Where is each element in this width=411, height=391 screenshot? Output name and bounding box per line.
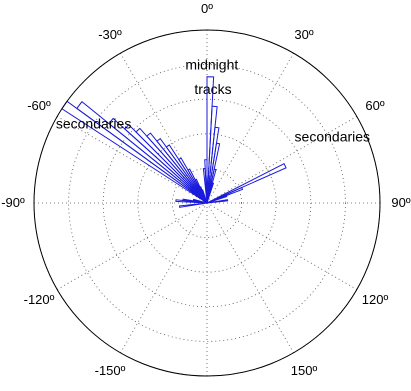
angle-tick-label: 90º bbox=[391, 195, 410, 210]
angle-tick-label: 60º bbox=[365, 98, 384, 113]
histogram-bar bbox=[175, 199, 208, 204]
grid-ring bbox=[137, 133, 277, 273]
chart-annotation: secondaries bbox=[295, 128, 371, 144]
annotations: midnight tracks secondaries secondaries bbox=[56, 57, 370, 145]
histogram-bar bbox=[76, 101, 208, 204]
angle-tick-label: 0º bbox=[201, 1, 213, 16]
histogram-bar bbox=[192, 198, 208, 204]
chart-annotation: secondaries bbox=[56, 116, 132, 132]
chart-annotation: midnight bbox=[185, 57, 238, 73]
grid-spoke bbox=[206, 202, 358, 290]
angle-tick-label: -150º bbox=[95, 363, 126, 378]
angle-tick-label: -90º bbox=[1, 195, 25, 210]
histogram-bar bbox=[206, 194, 228, 204]
angle-tick-label: -120º bbox=[24, 292, 55, 307]
angle-tick-label: -60º bbox=[27, 98, 51, 113]
histogram-bars bbox=[61, 76, 287, 208]
histogram-bar bbox=[178, 202, 208, 208]
histogram-bar bbox=[124, 124, 208, 204]
angle-tick-label: 30º bbox=[294, 27, 313, 42]
histogram-bar bbox=[206, 76, 215, 204]
histogram-bar bbox=[187, 168, 208, 204]
histogram-bar bbox=[146, 132, 208, 204]
histogram-bar bbox=[201, 189, 208, 204]
grid-spoke bbox=[56, 116, 208, 204]
histogram-bar bbox=[206, 142, 221, 204]
chart-annotation: tracks bbox=[194, 81, 231, 97]
outer-circle bbox=[33, 29, 381, 377]
histogram-bar bbox=[135, 127, 208, 204]
grid-spoke bbox=[206, 52, 294, 204]
histogram-bar bbox=[206, 105, 218, 204]
angle-tick-label: -30º bbox=[98, 27, 122, 42]
histogram-bar bbox=[206, 163, 287, 204]
angle-tick-label: 120º bbox=[362, 292, 389, 307]
histogram-bar bbox=[182, 198, 208, 204]
histogram-bar bbox=[108, 117, 208, 204]
histogram-bar bbox=[156, 137, 208, 204]
grid-spoke bbox=[206, 202, 294, 354]
grid-spoke bbox=[56, 202, 208, 290]
histogram-bar bbox=[199, 186, 208, 204]
histogram-bar bbox=[206, 186, 244, 204]
histogram-bar bbox=[165, 144, 208, 204]
grid-ring bbox=[68, 64, 346, 342]
grid-spoke bbox=[120, 202, 208, 354]
histogram-bar bbox=[194, 178, 208, 204]
histogram-bar bbox=[206, 126, 220, 204]
histogram-bar bbox=[206, 168, 217, 204]
grid-spoke bbox=[206, 116, 358, 204]
histogram-bar bbox=[206, 182, 215, 204]
grid-ring bbox=[171, 167, 242, 238]
histogram-bar bbox=[206, 199, 229, 204]
histogram-bar bbox=[178, 157, 208, 204]
angle-tick-label: 150º bbox=[291, 363, 318, 378]
angle-tick-label: 180º bbox=[194, 389, 221, 391]
